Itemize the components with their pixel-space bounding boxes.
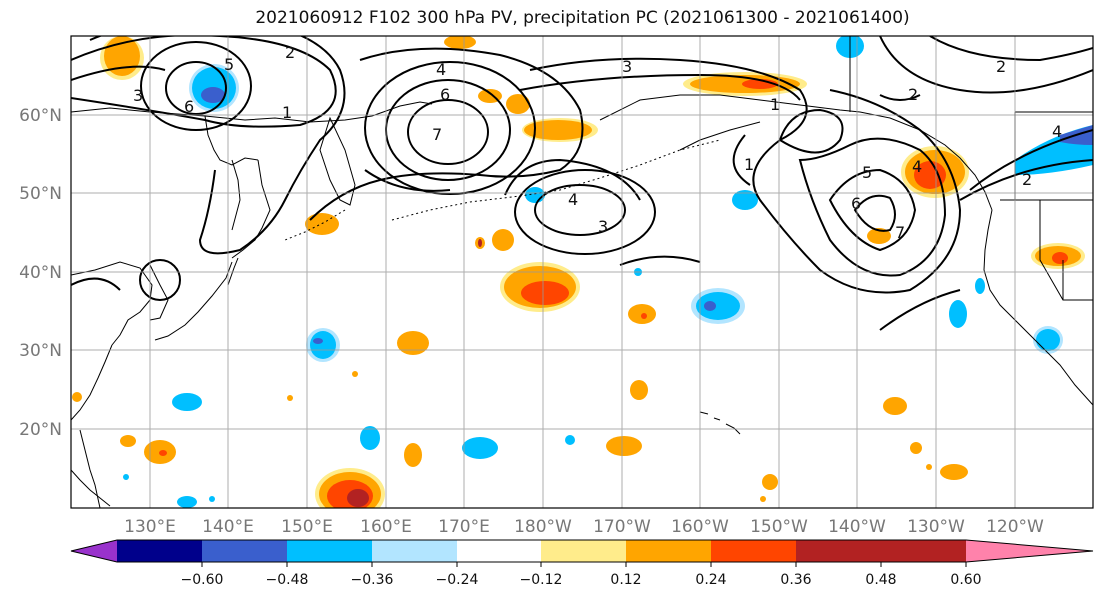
lon-label: 150°W <box>750 517 808 537</box>
contour-label: 2 <box>908 85 918 104</box>
colorbar-bin <box>881 540 966 562</box>
colorbar-tick-label: −0.24 <box>436 572 479 588</box>
colorbar-tick-label: 0.60 <box>950 572 981 588</box>
pv-contours <box>71 36 1093 331</box>
colorbar-bin <box>372 540 457 562</box>
lon-label: 160°E <box>360 517 412 537</box>
lon-label: 150°E <box>281 517 333 537</box>
colorbar-extend-min <box>71 540 117 562</box>
lon-label: 140°W <box>828 517 886 537</box>
contour-label: 4 <box>912 157 922 176</box>
contour-label: 6 <box>851 194 861 213</box>
colorbar-bin <box>711 540 796 562</box>
colorbar-tick-label: −0.60 <box>181 572 224 588</box>
contour-label: 3 <box>598 217 608 236</box>
contour-label: 4 <box>1052 122 1062 141</box>
colorbar-tick-label: −0.12 <box>520 572 563 588</box>
colorbar: −0.60 −0.48 −0.36 −0.24 −0.12 0.12 0.24 … <box>70 539 1094 588</box>
contour-label: 5 <box>862 163 872 182</box>
contour-labels: 2 3 4 5 6 7 1 2 6 3 2 4 3 5 4 6 1 7 4 2 … <box>133 43 1062 242</box>
colorbar-tick-label: 0.12 <box>610 572 641 588</box>
contour-label: 4 <box>436 60 446 79</box>
lat-label: 50°N <box>19 184 62 204</box>
lon-label: 120°W <box>986 517 1044 537</box>
map-frame <box>70 35 1094 509</box>
contour-label: 3 <box>133 86 143 105</box>
colorbar-bin <box>287 540 372 562</box>
longitude-labels: 130°E 140°E 150°E 160°E 170°E 180°W 170°… <box>124 517 1044 537</box>
colorbar-tick-label: −0.36 <box>351 572 394 588</box>
contour-label: 7 <box>895 223 905 242</box>
colorbar-bin <box>626 540 711 562</box>
contour-label: 4 <box>568 190 578 209</box>
lon-label: 170°W <box>593 517 651 537</box>
colorbar-tick-label: 0.48 <box>865 572 896 588</box>
contour-label: 2 <box>285 43 295 62</box>
contour-label: 3 <box>622 57 632 76</box>
colorbar-tick-label: 0.36 <box>780 572 811 588</box>
contour-label: 6 <box>184 97 194 116</box>
colorbar-tick-label: 0.24 <box>695 572 726 588</box>
map-title: 2021060912 F102 300 hPa PV, precipitatio… <box>255 8 910 28</box>
contour-label: 5 <box>224 55 234 74</box>
precipitation-anomaly-fill <box>72 36 1093 508</box>
lat-label: 60°N <box>19 106 62 126</box>
lat-label: 20°N <box>19 420 62 440</box>
colorbar-extend-max <box>966 540 1093 562</box>
lon-label: 180°W <box>514 517 572 537</box>
lon-label: 130°W <box>907 517 965 537</box>
lon-label: 140°E <box>202 517 254 537</box>
contour-label: 1 <box>282 103 292 122</box>
contour-label: 1 <box>744 155 754 174</box>
lat-label: 30°N <box>19 341 62 361</box>
colorbar-bin <box>457 540 541 562</box>
colorbar-bin <box>796 540 881 562</box>
contour-label: 2 <box>996 57 1006 76</box>
colorbar-bin <box>117 540 202 562</box>
contour-label: 2 <box>1022 170 1032 189</box>
contour-label: 1 <box>770 95 780 114</box>
lon-label: 130°E <box>124 517 176 537</box>
lat-label: 40°N <box>19 263 62 283</box>
contour-label: 7 <box>432 125 442 144</box>
graticule <box>71 36 1093 508</box>
latitude-labels: 60°N 50°N 40°N 30°N 20°N <box>19 106 62 440</box>
colorbar-bin <box>541 540 626 562</box>
contour-label: 6 <box>440 85 450 104</box>
colorbar-bin <box>202 540 287 562</box>
lon-label: 170°E <box>438 517 490 537</box>
lon-label: 160°W <box>671 517 729 537</box>
colorbar-tick-label: −0.48 <box>266 572 309 588</box>
